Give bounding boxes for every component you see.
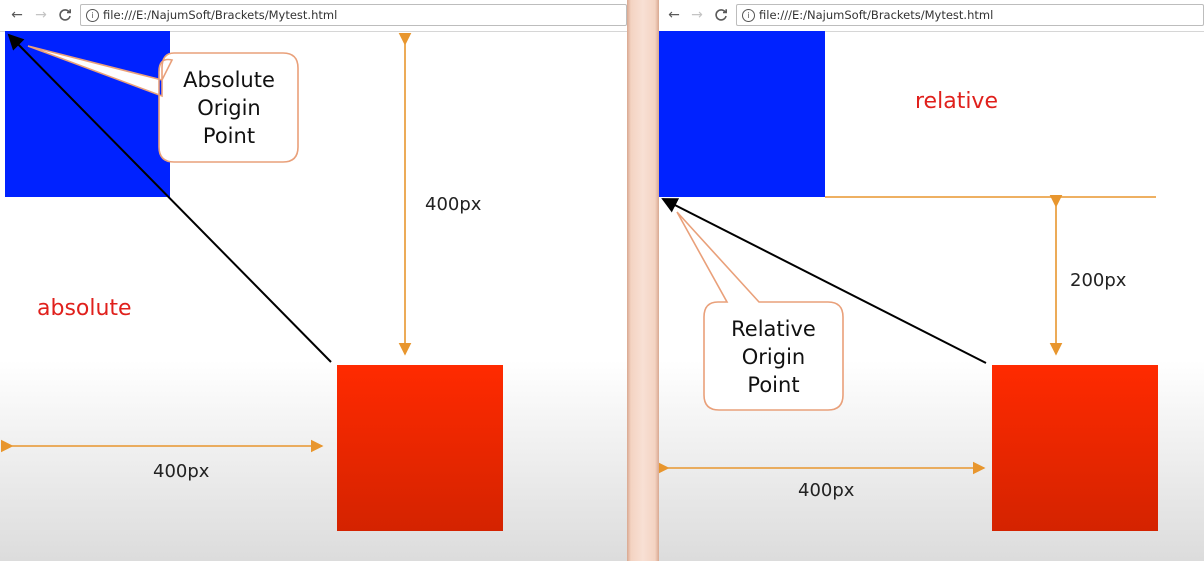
red-box [992,365,1158,531]
reload-glyph-icon [59,9,71,21]
back-arrow-icon[interactable]: ← [668,7,680,23]
info-icon[interactable]: i [86,9,99,22]
callout-bubble [676,211,844,411]
address-url: file:///E:/NajumSoft/Brackets/Mytest.htm… [103,8,338,22]
horizontal-measure-label: 400px [153,461,210,482]
blue-box [659,31,825,197]
callout-line: Point [202,124,256,148]
reload-glyph-icon [715,9,727,21]
callout-line: Origin [741,345,806,369]
back-arrow-icon[interactable]: ← [11,7,23,23]
reload-icon[interactable] [56,6,74,24]
browser-toolbar: ← → i file:///E:/NajumSoft/Brackets/Myte… [0,0,627,32]
info-icon[interactable]: i [742,9,755,22]
window-divider [627,0,659,561]
callout-bubble [27,45,299,163]
origin-arrow [661,198,987,364]
vertical-measure-label: 400px [425,194,482,215]
diagram-overlay [0,32,412,453]
forward-arrow-icon[interactable]: → [35,7,47,23]
callout-relative-origin: Relative Origin Point [704,315,843,399]
horizontal-measure-label: 400px [798,480,855,501]
diagram-overlay [659,194,1156,475]
browser-window-relative: ← → i file:///E:/NajumSoft/Brackets/Myte… [659,0,1204,561]
callout-absolute-origin: Absolute Origin Point [160,66,298,150]
browser-toolbar: ← → i file:///E:/NajumSoft/Brackets/Myte… [659,0,1204,32]
callout-line: Origin [197,96,261,120]
browser-window-absolute: ← → i file:///E:/NajumSoft/Brackets/Myte… [0,0,627,531]
callout-line: Relative [731,317,816,341]
mode-label-absolute: absolute [37,296,132,321]
address-url: file:///E:/NajumSoft/Brackets/Mytest.htm… [759,8,994,22]
callout-line: Absolute [183,68,275,92]
address-bar[interactable]: i file:///E:/NajumSoft/Brackets/Mytest.h… [736,4,1204,26]
mode-label-relative: relative [915,89,998,114]
callout-line: Point [747,373,800,397]
forward-arrow-icon[interactable]: → [691,7,703,23]
origin-arrow [7,33,332,363]
reload-icon[interactable] [712,6,730,24]
address-bar[interactable]: i file:///E:/NajumSoft/Brackets/Mytest.h… [80,4,627,26]
vertical-measure-label: 200px [1070,270,1127,291]
red-box [337,365,503,531]
